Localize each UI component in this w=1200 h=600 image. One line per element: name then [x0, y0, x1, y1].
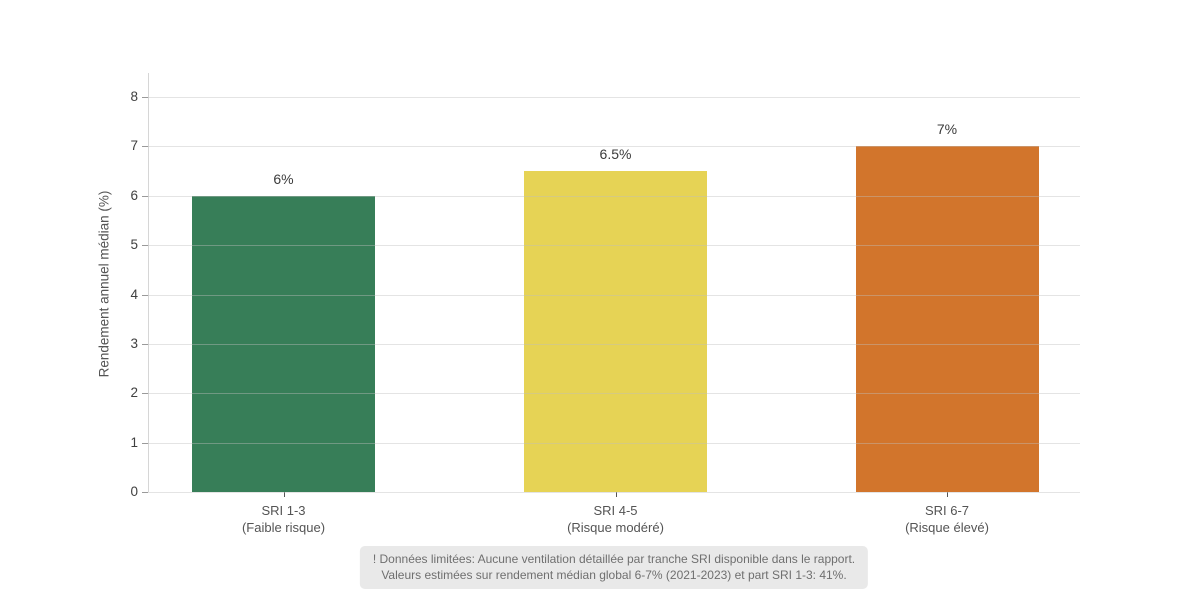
y-axis-tick	[142, 393, 148, 395]
y-axis-tick	[142, 146, 148, 148]
bar-value-label: 6%	[273, 170, 294, 187]
y-tick-label: 5	[130, 237, 138, 253]
x-axis-tick	[283, 492, 285, 497]
footnote: ! Données limitées: Aucune ventilation d…	[359, 546, 869, 589]
gridline	[148, 245, 1080, 247]
gridline	[148, 294, 1080, 296]
bar-1	[192, 195, 375, 492]
bar-value-label: 7%	[936, 121, 958, 138]
x-category-line1: SRI 1-3	[261, 503, 306, 518]
y-axis-tick	[142, 492, 148, 493]
y-tick-label: 7	[130, 138, 138, 154]
y-axis-tick	[142, 97, 148, 98]
y-tick-label: 4	[130, 286, 138, 302]
x-axis-tick	[947, 492, 948, 497]
gridline	[148, 195, 1080, 197]
x-category-label: SRI 6-7 (Risque élevé)	[837, 502, 1057, 536]
gridline	[148, 343, 1080, 345]
y-axis-tick	[142, 294, 148, 296]
bar-3	[855, 146, 1039, 492]
x-category-line1: SRI 4-5	[593, 503, 638, 518]
bar-value-label: 6.5%	[599, 146, 632, 163]
x-category-line2: (Risque modéré)	[567, 520, 664, 535]
y-tick-label: 6	[130, 187, 138, 203]
footnote-line-2: Valeurs estimées sur rendement médian gl…	[381, 567, 847, 582]
x-category-label: SRI 1-3 (Faible risque)	[174, 502, 394, 536]
gridline	[148, 97, 1080, 98]
y-tick-label: 1	[130, 434, 138, 450]
y-axis-tick	[142, 195, 148, 197]
x-axis-tick	[615, 492, 617, 497]
x-category-line2: (Risque élevé)	[905, 520, 989, 535]
footnote-line-1: ! Données limitées: Aucune ventilation d…	[372, 552, 856, 566]
y-tick-label: 3	[130, 335, 138, 351]
gridline	[148, 442, 1080, 444]
bar-2	[524, 171, 707, 492]
x-category-line2: (Faible risque)	[241, 520, 326, 535]
y-axis-line	[148, 73, 149, 492]
gridline	[148, 393, 1080, 395]
x-category-label: SRI 4-5 (Risque modéré)	[506, 502, 726, 536]
y-tick-label: 0	[130, 484, 138, 499]
gridline	[148, 146, 1080, 148]
y-axis-tick	[142, 245, 148, 247]
y-axis-tick	[142, 442, 148, 444]
x-category-line1: SRI 6-7	[924, 503, 970, 518]
y-axis-tick	[142, 343, 148, 345]
gridline	[148, 492, 1080, 493]
y-tick-label: 2	[130, 385, 138, 401]
y-tick-label: 8	[130, 89, 138, 104]
